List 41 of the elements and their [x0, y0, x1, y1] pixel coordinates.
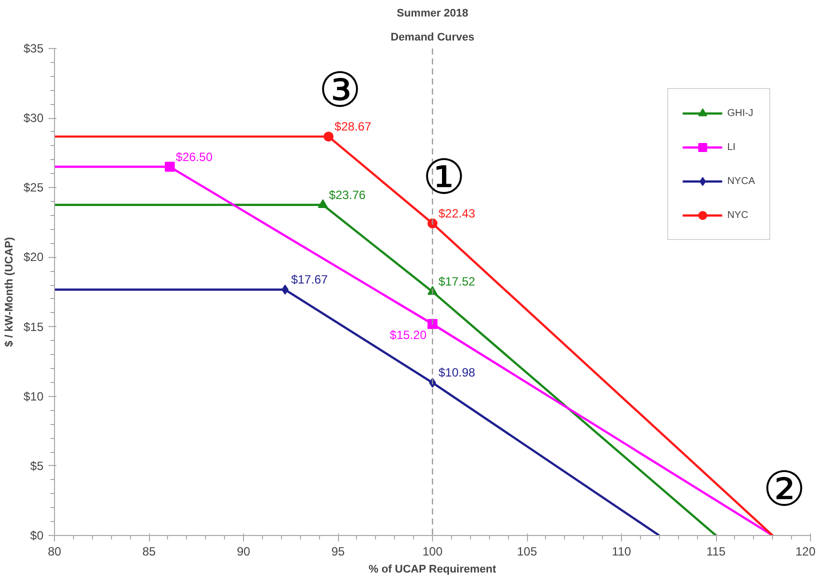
data-label: $10.98: [438, 366, 476, 380]
y-tick-label: $10: [23, 389, 44, 404]
chart-subtitle: Demand Curves: [390, 32, 474, 44]
x-tick-label: 100: [422, 544, 443, 558]
x-tick-label: 110: [612, 544, 632, 558]
legend-label: GHI-J: [727, 108, 754, 118]
y-tick-label: $25: [23, 180, 44, 195]
data-label: $28.67: [334, 120, 372, 134]
annotation: ③: [318, 62, 362, 119]
y-tick-label: $0: [30, 528, 44, 542]
point: [428, 319, 438, 330]
data-label: $26.50: [176, 150, 213, 164]
annotation: ②: [762, 462, 806, 518]
data-label: $17.67: [291, 272, 328, 287]
point: [282, 284, 289, 295]
data-label: $23.76: [328, 188, 366, 202]
chart-title: Summer 2018: [396, 8, 468, 20]
legend-label: LI: [727, 142, 737, 152]
x-tick-label: 120: [795, 544, 816, 558]
y-tick-label: $20: [23, 250, 44, 264]
annotation: ①: [422, 149, 466, 206]
y-tick-label: $5: [30, 458, 44, 473]
legend-label: NYC: [727, 210, 748, 220]
y-tick-label: $35: [23, 42, 44, 56]
y-axis-title: $ / kW-Month (UCAP): [3, 236, 16, 347]
y-tick-label: $15: [23, 320, 44, 334]
data-label: $22.43: [438, 206, 476, 220]
y-tick-label: $30: [23, 111, 44, 126]
x-tick-label: 85: [142, 544, 156, 558]
point: [428, 218, 438, 228]
x-tick-label: 90: [236, 544, 250, 558]
data-label: $17.52: [438, 274, 476, 289]
data-label: $15.20: [390, 328, 427, 342]
point: [324, 132, 334, 142]
legend-label: NYCA: [727, 176, 755, 186]
x-axis-title: % of UCAP Requirement: [368, 564, 497, 576]
x-tick-label: 115: [706, 544, 726, 558]
point: [164, 162, 175, 172]
x-tick-label: 80: [48, 544, 62, 558]
x-tick-label: 105: [516, 544, 538, 558]
x-tick-label: 95: [331, 544, 345, 558]
